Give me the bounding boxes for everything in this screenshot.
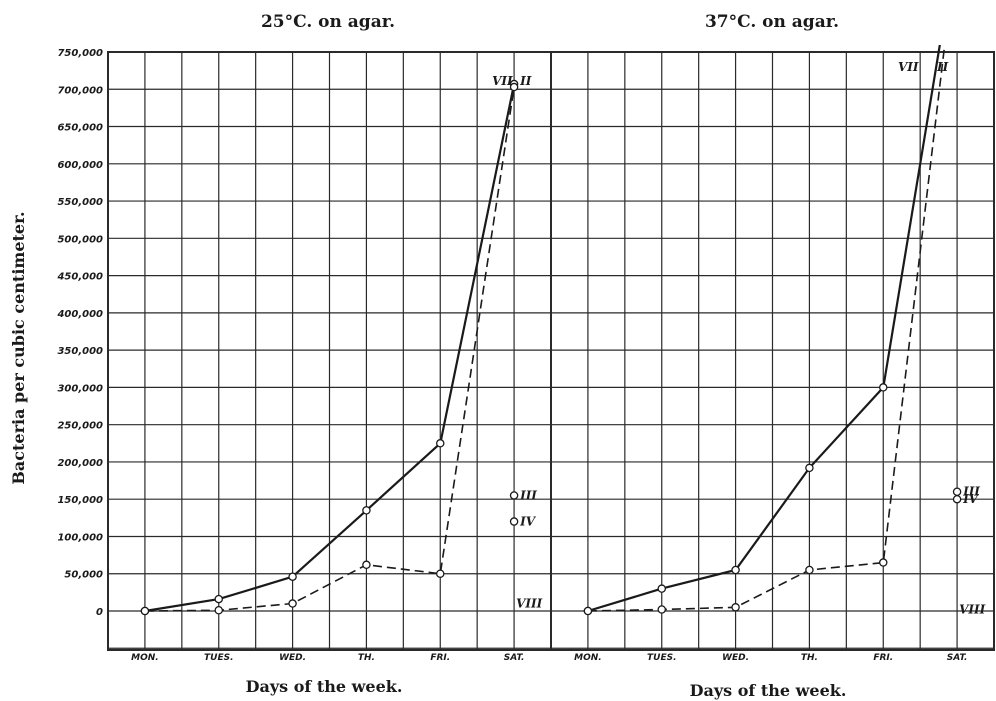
data-point xyxy=(214,606,223,615)
x-tick-label: MON. xyxy=(574,653,602,663)
x-tick-label: TUES. xyxy=(647,653,677,663)
x-tick-label: FRI. xyxy=(873,653,893,663)
end-marker-label: IV xyxy=(962,492,980,506)
data-point xyxy=(288,572,297,581)
y-tick-label: 50,000 xyxy=(64,570,103,581)
x-tick-label: WED. xyxy=(279,653,306,663)
x-tick-label: WED. xyxy=(722,653,749,663)
series-label: II xyxy=(936,60,949,74)
end-marker xyxy=(952,494,962,504)
y-tick-label: 200,000 xyxy=(57,458,103,469)
data-point xyxy=(140,606,150,616)
y-tick-label: 700,000 xyxy=(57,85,103,96)
y-tick-label: 550,000 xyxy=(57,197,103,208)
data-point xyxy=(435,439,445,448)
data-point xyxy=(879,558,888,567)
x-tick-label: FRI. xyxy=(430,653,450,663)
x-tick-label: SAT. xyxy=(504,653,525,663)
x-tick-label: SAT. xyxy=(947,653,968,663)
data-point xyxy=(509,82,519,92)
y-tick-label: 650,000 xyxy=(57,123,103,134)
series-line-ii xyxy=(144,83,516,613)
data-point xyxy=(731,603,740,612)
y-tick-label: 750,000 xyxy=(57,48,103,59)
series-label: VII xyxy=(898,60,919,74)
series-label: VII xyxy=(492,74,513,88)
series-label: II xyxy=(519,74,532,88)
series xyxy=(140,45,946,616)
series-line-vii xyxy=(587,45,941,613)
data-point xyxy=(657,605,667,614)
end-marker-label: III xyxy=(962,485,980,499)
series-line-ii xyxy=(587,45,946,612)
data-point xyxy=(879,383,888,392)
y-tick-label: 400,000 xyxy=(56,309,103,320)
end-marker xyxy=(952,487,962,496)
end-marker-label: IV xyxy=(519,515,537,529)
panel-2-x-axis-label: Days of the week. xyxy=(690,681,847,700)
y-tick-label: 450,000 xyxy=(56,272,103,283)
y-axis-label: Bacteria per cubic centimeter. xyxy=(9,211,28,484)
y-tick-label: 250,000 xyxy=(57,421,103,432)
grid xyxy=(107,51,995,651)
data-point xyxy=(805,463,814,473)
y-tick-label: 500,000 xyxy=(57,234,103,245)
end-marker-label: III xyxy=(519,488,537,502)
y-tick-label: 600,000 xyxy=(57,160,103,171)
data-point xyxy=(805,565,814,575)
end-marker xyxy=(509,491,519,500)
data-point xyxy=(362,560,371,570)
data-point xyxy=(435,569,445,578)
y-tick-label: 0 xyxy=(96,607,103,618)
y-tick-label: 150,000 xyxy=(57,495,103,506)
panel-2-title: 37°C. on agar. xyxy=(705,12,839,32)
y-tick-label: 300,000 xyxy=(57,383,103,394)
x-tick-label: TH. xyxy=(801,653,818,663)
data-point xyxy=(657,584,667,593)
x-tick-label: TUES. xyxy=(204,653,234,663)
data-point xyxy=(288,599,297,608)
y-tick-label: 350,000 xyxy=(57,346,103,357)
data-point xyxy=(214,594,223,604)
panel-1-title: 25°C. on agar. xyxy=(261,12,395,32)
end-marker xyxy=(509,517,519,526)
end-marker-label: VIII xyxy=(959,603,986,617)
series-line-vii xyxy=(144,86,515,612)
x-tick-label: MON. xyxy=(131,653,159,663)
data-point xyxy=(583,606,593,616)
axis-ticks: 750,000 700,000 650,000 600,000 550,000 500,0… xyxy=(56,48,967,663)
y-tick-label: 100,000 xyxy=(57,532,103,543)
data-point xyxy=(731,565,740,575)
end-marker-label: VIII xyxy=(516,597,543,611)
x-tick-label: TH. xyxy=(358,653,375,663)
data-point xyxy=(362,506,371,515)
panel-1-x-axis-label: Days of the week. xyxy=(246,677,403,696)
